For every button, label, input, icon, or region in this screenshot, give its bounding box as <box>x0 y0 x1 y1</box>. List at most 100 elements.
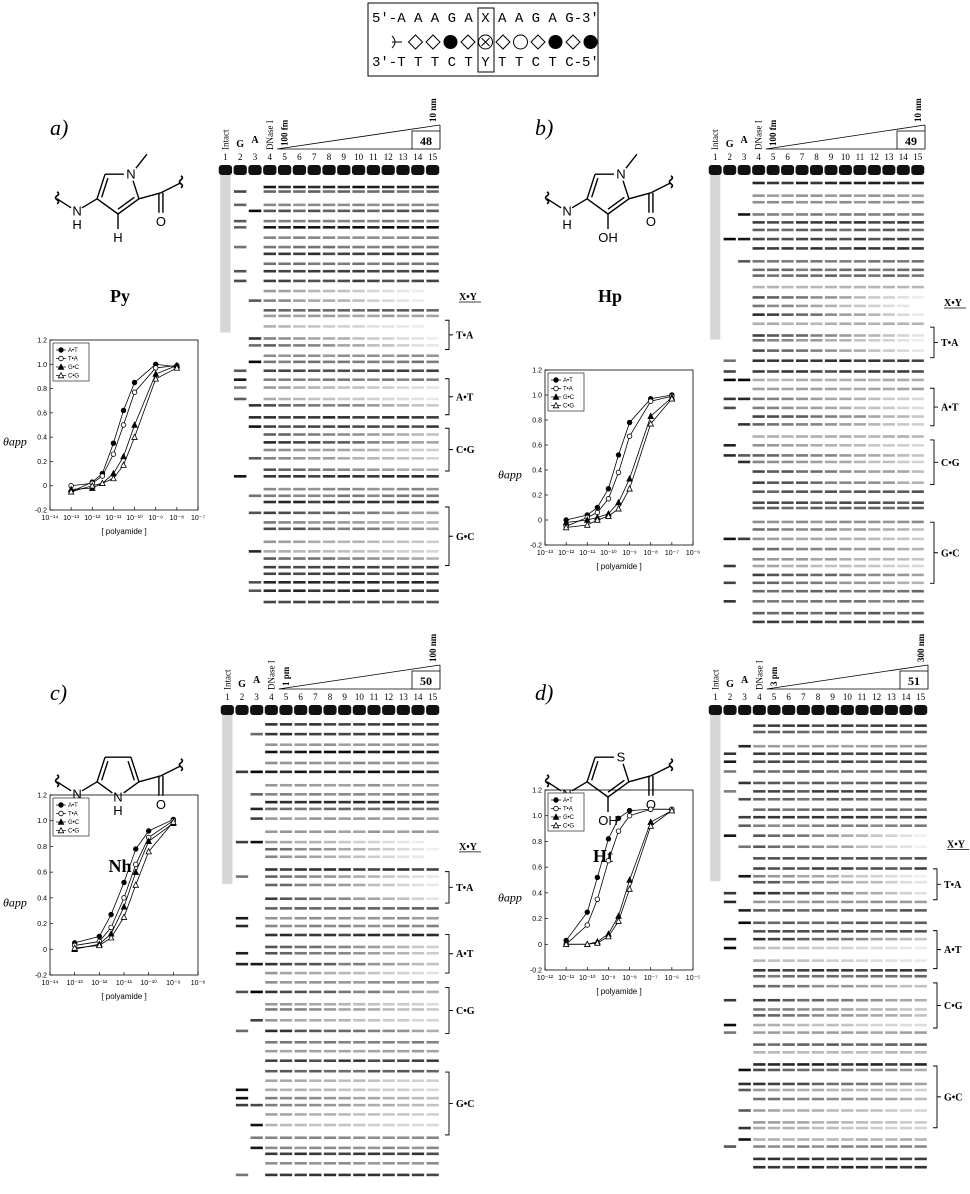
gel-band <box>263 581 277 584</box>
gel-band <box>781 237 794 241</box>
gel-band <box>248 416 262 419</box>
gel-band <box>323 1096 337 1100</box>
gel-band <box>841 880 854 884</box>
gel-band <box>309 761 322 765</box>
gel-band <box>839 359 852 363</box>
data-point <box>153 365 159 371</box>
gel-band <box>753 1082 766 1086</box>
gel-band <box>810 304 823 308</box>
gel-band <box>882 339 895 342</box>
gel-band <box>263 448 277 452</box>
gel-band <box>367 404 380 407</box>
gel-band <box>824 490 838 493</box>
gel-band <box>914 880 927 884</box>
gel-band <box>265 897 278 901</box>
gel-band <box>353 817 366 820</box>
gel-band <box>811 1068 825 1072</box>
gel-band <box>278 369 291 373</box>
gel-band <box>839 296 852 299</box>
gel-smear <box>222 715 233 885</box>
gel-band <box>411 487 425 491</box>
gel-band <box>782 1043 795 1046</box>
gel-band <box>781 274 794 277</box>
gel-band <box>265 1103 278 1107</box>
gel-band <box>338 1136 351 1140</box>
gel-band <box>914 1023 927 1027</box>
gel-band <box>868 506 881 510</box>
gel-band <box>753 1138 766 1141</box>
gel-band <box>897 221 910 224</box>
legend-label: G•C <box>68 820 80 826</box>
gel-band <box>411 425 425 428</box>
lane-number: 1 <box>713 152 718 162</box>
gel-band <box>307 550 321 553</box>
y-tick-label: 0 <box>43 483 47 490</box>
gel-band <box>322 589 336 593</box>
gel-band <box>411 448 425 452</box>
gel-band <box>293 425 306 428</box>
gel-band <box>307 487 321 491</box>
gel-band <box>752 406 765 410</box>
gel-band <box>396 190 410 193</box>
gel-band <box>810 506 823 510</box>
atom-label: O <box>646 797 656 812</box>
gel-band <box>367 897 381 901</box>
gel-band <box>307 475 321 478</box>
gel-band <box>826 867 839 870</box>
gel-band <box>426 314 439 318</box>
gel-band <box>278 344 291 347</box>
gel-band <box>870 930 883 933</box>
gel-band <box>824 573 838 577</box>
data-point <box>615 469 622 476</box>
gel-band <box>307 540 321 544</box>
gel-band <box>337 475 351 478</box>
gel-band <box>396 448 410 452</box>
gel-well <box>277 165 292 175</box>
gel-band <box>899 857 913 860</box>
gel-band <box>411 1173 425 1177</box>
gel-band <box>353 1018 366 1022</box>
gel-band <box>767 744 781 748</box>
gel-band <box>782 1068 795 1072</box>
gel-band <box>352 325 365 328</box>
gel-band <box>338 1008 351 1011</box>
y-axis-label: θapp <box>3 434 27 448</box>
gel-band <box>396 262 410 266</box>
gel-band <box>897 435 910 438</box>
gel-band <box>868 600 881 603</box>
gel-band <box>294 971 307 975</box>
gel-band <box>826 930 839 933</box>
x-tick-label: 10⁻¹³ <box>63 515 80 522</box>
gel-band <box>753 880 766 884</box>
gel-band <box>797 974 810 978</box>
gel-band <box>338 971 351 975</box>
gel-band <box>853 339 866 342</box>
gel-band <box>870 760 883 764</box>
gel-band <box>248 209 262 213</box>
gel-band <box>885 891 898 895</box>
gel-band <box>294 981 307 984</box>
gel-band <box>882 296 895 299</box>
gel-band <box>782 808 795 811</box>
gel-band <box>752 481 765 484</box>
gel-band <box>795 268 809 272</box>
lane-number: 2 <box>240 692 245 702</box>
gel-band <box>367 981 381 984</box>
gel-band <box>839 322 852 326</box>
gel-band <box>250 840 263 844</box>
gel-band <box>337 325 351 328</box>
gel-well <box>308 705 322 715</box>
gel-band <box>767 1121 781 1124</box>
gel-band <box>279 750 293 754</box>
gel-band <box>367 279 380 283</box>
gel-band <box>352 416 365 419</box>
gel-band <box>885 752 898 756</box>
gel-band <box>265 945 278 949</box>
gel-band <box>810 501 823 505</box>
gel-band <box>233 397 247 401</box>
gel-band <box>855 845 869 849</box>
gel-band <box>265 868 278 871</box>
gel-band <box>855 744 869 748</box>
gel-band <box>367 475 380 478</box>
